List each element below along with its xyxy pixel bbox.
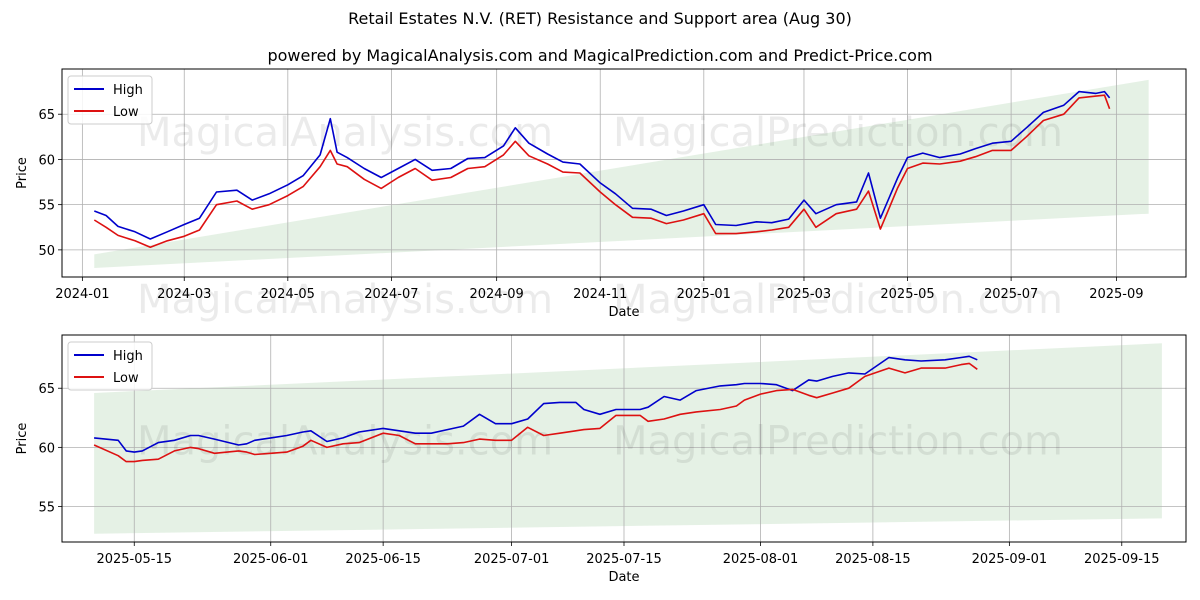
x-tick-label: 2025-03 xyxy=(777,287,831,302)
chart-title: Retail Estates N.V. (RET) Resistance and… xyxy=(348,9,852,28)
x-axis-label: Date xyxy=(608,570,639,585)
x-tick-label: 2025-08-01 xyxy=(723,552,799,567)
watermark-analysis: MagicalAnalysis.com xyxy=(137,419,553,465)
plot-frame xyxy=(61,68,1187,278)
y-tick-label: 65 xyxy=(38,108,55,123)
watermark-prediction: MagicalPrediction.com xyxy=(613,419,1063,465)
series-line-low xyxy=(93,94,1111,248)
legend-label-high: High xyxy=(113,349,143,364)
x-tick-label: 2024-07 xyxy=(364,287,418,302)
series-line-high xyxy=(94,90,1111,240)
y-tick-label: 55 xyxy=(38,501,55,516)
x-tick-label: 2025-09 xyxy=(1089,287,1143,302)
x-tick-label: 2025-05 xyxy=(880,287,934,302)
plot-frame xyxy=(61,334,1187,543)
support-resistance-band xyxy=(94,79,1149,268)
watermark-prediction: MagicalPrediction.com xyxy=(613,110,1063,156)
x-tick-label: 2024-01 xyxy=(55,287,109,302)
watermark-analysis: MagicalAnalysis.com xyxy=(137,110,553,156)
x-tick-label: 2025-01 xyxy=(677,287,731,302)
x-tick-label: 2025-09-15 xyxy=(1084,552,1160,567)
x-tick-label: 2025-05-15 xyxy=(96,552,172,567)
x-tick-label: 2024-11 xyxy=(573,287,627,302)
chart-subtitle: powered by MagicalAnalysis.com and Magic… xyxy=(267,46,933,65)
x-tick-label: 2025-07 xyxy=(984,287,1038,302)
y-axis-label: Price xyxy=(15,157,30,189)
x-axis-label: Date xyxy=(608,305,639,320)
series-line-high xyxy=(94,355,978,453)
x-tick-label: 2024-09 xyxy=(469,287,523,302)
y-tick-label: 55 xyxy=(38,199,55,214)
x-tick-label: 2024-05 xyxy=(261,287,315,302)
legend-label-low: Low xyxy=(113,105,139,120)
watermark-prediction: MagicalPrediction.com xyxy=(613,277,1063,323)
x-tick-label: 2025-07-01 xyxy=(474,552,550,567)
watermark-analysis: MagicalAnalysis.com xyxy=(137,277,553,323)
y-axis-label: Price xyxy=(15,423,30,455)
legend: High Low xyxy=(67,341,153,391)
support-resistance-band xyxy=(94,343,1162,534)
x-tick-label: 2025-07-15 xyxy=(586,552,662,567)
chart-panel-1: 2024-01 2024-03 2024-05 2024-07 2024-09 2024-… xyxy=(15,68,1187,323)
x-tick-label: 2025-06-01 xyxy=(233,552,309,567)
x-tick-label: 2025-06-15 xyxy=(345,552,421,567)
legend-label-low: Low xyxy=(113,371,139,386)
y-tick-label: 60 xyxy=(38,153,55,168)
chart-panel-2: 2025-05-15 2025-06-01 2025-06-15 2025-07-01… xyxy=(15,334,1187,585)
x-tick-label: 2025-09-01 xyxy=(972,552,1048,567)
y-tick-label: 50 xyxy=(38,244,55,259)
y-tick-label: 60 xyxy=(38,441,55,456)
legend-label-high: High xyxy=(113,83,143,98)
series-line-low xyxy=(93,362,978,463)
x-tick-label: 2024-03 xyxy=(157,287,211,302)
y-tick-label: 65 xyxy=(38,382,55,397)
legend: High Low xyxy=(67,75,153,125)
x-tick-label: 2025-08-15 xyxy=(835,552,911,567)
